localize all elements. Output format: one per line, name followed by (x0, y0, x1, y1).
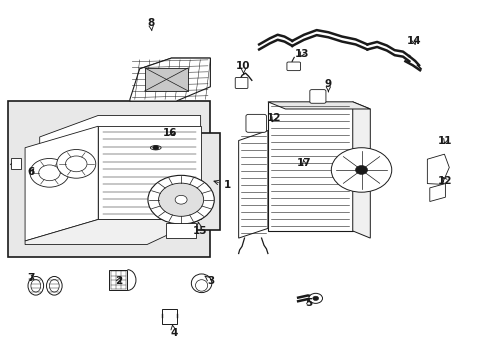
Bar (109, 270, 127, 291)
Polygon shape (140, 58, 210, 74)
Text: 4: 4 (170, 325, 177, 338)
Ellipse shape (28, 276, 43, 295)
Text: 15: 15 (192, 222, 206, 236)
Text: 10: 10 (236, 61, 250, 74)
Circle shape (158, 183, 203, 216)
FancyBboxPatch shape (235, 77, 247, 89)
Polygon shape (25, 126, 98, 241)
Bar (11, 158, 21, 169)
FancyBboxPatch shape (286, 62, 300, 71)
Bar (161, 309, 177, 324)
Text: 16: 16 (163, 128, 177, 138)
Circle shape (175, 195, 187, 204)
Text: 13: 13 (294, 49, 308, 59)
Text: 17: 17 (296, 158, 311, 168)
Text: 2: 2 (115, 276, 122, 286)
Polygon shape (130, 58, 210, 101)
Circle shape (330, 148, 391, 192)
Text: 5: 5 (305, 298, 312, 308)
Circle shape (30, 158, 69, 187)
Text: 1: 1 (214, 180, 231, 190)
Ellipse shape (46, 276, 62, 295)
Text: 6: 6 (27, 167, 35, 177)
Text: 11: 11 (437, 136, 452, 145)
Circle shape (153, 145, 158, 150)
Circle shape (355, 166, 367, 174)
Circle shape (57, 149, 96, 178)
Text: 14: 14 (406, 36, 421, 46)
Polygon shape (429, 184, 445, 202)
Bar (166, 224, 195, 238)
Polygon shape (267, 102, 369, 109)
Ellipse shape (191, 274, 211, 293)
Polygon shape (25, 220, 200, 244)
Polygon shape (352, 102, 369, 238)
FancyBboxPatch shape (309, 90, 325, 103)
Text: 3: 3 (204, 276, 215, 286)
Polygon shape (40, 116, 200, 151)
Polygon shape (427, 154, 448, 184)
Polygon shape (267, 102, 352, 231)
Bar (8, 101, 210, 257)
Bar (144, 68, 188, 91)
Text: 12: 12 (437, 176, 452, 186)
Text: 9: 9 (324, 79, 331, 92)
Text: 7: 7 (27, 273, 35, 283)
Circle shape (308, 293, 322, 303)
Text: 12: 12 (266, 113, 281, 123)
Polygon shape (238, 131, 267, 238)
Circle shape (148, 175, 214, 224)
Text: 8: 8 (147, 18, 154, 31)
Polygon shape (98, 126, 200, 220)
Bar (144, 134, 220, 230)
Circle shape (312, 296, 318, 301)
FancyBboxPatch shape (245, 114, 266, 132)
